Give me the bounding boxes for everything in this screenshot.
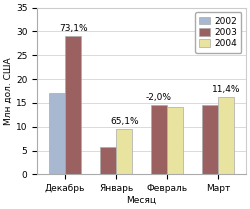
Text: -2,0%: -2,0%	[146, 93, 172, 102]
Text: 73,1%: 73,1%	[59, 24, 88, 33]
Text: 11,4%: 11,4%	[212, 85, 240, 94]
Text: 65,1%: 65,1%	[110, 117, 138, 126]
Bar	[151, 105, 167, 174]
Bar	[65, 36, 82, 174]
X-axis label: Месяц: Месяц	[126, 196, 156, 205]
Y-axis label: Млн дол. США: Млн дол. США	[4, 57, 13, 125]
Bar	[202, 105, 218, 174]
Legend: 2002, 2003, 2004: 2002, 2003, 2004	[195, 12, 241, 53]
Bar	[167, 107, 183, 174]
Bar	[49, 93, 65, 174]
Bar	[116, 129, 132, 174]
Bar	[100, 147, 116, 174]
Bar	[218, 97, 234, 174]
